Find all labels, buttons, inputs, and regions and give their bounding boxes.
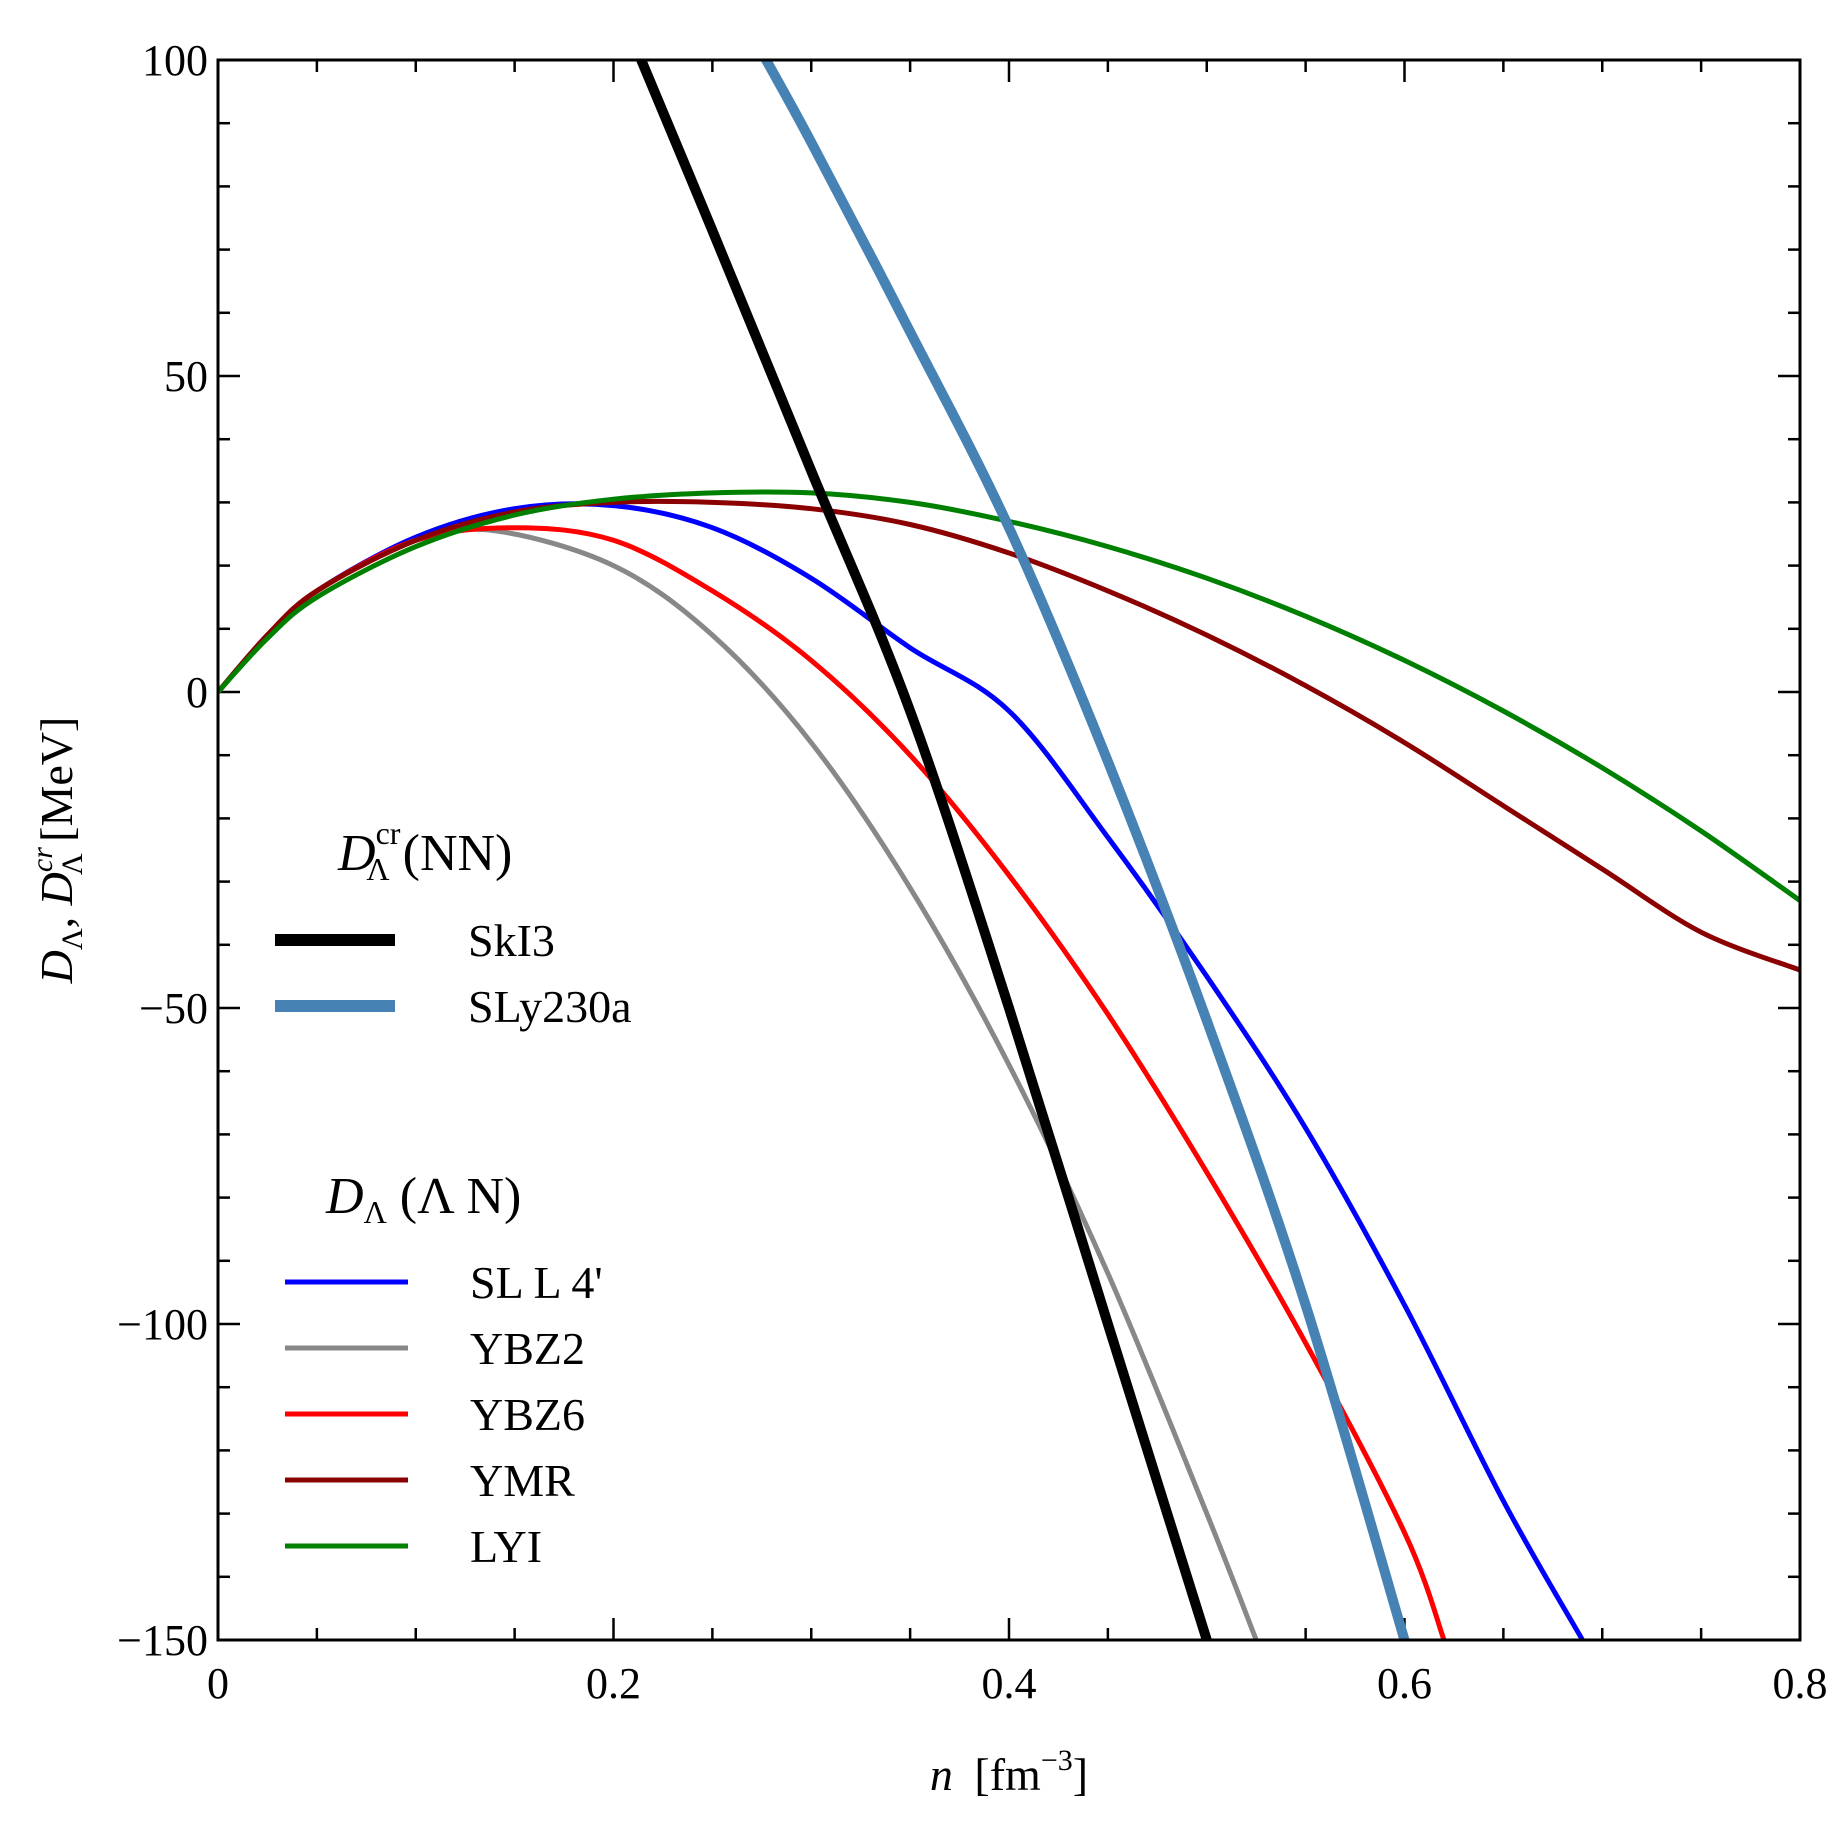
legend-label-sly230a: SLy230a [468, 981, 632, 1032]
legend-group-nn: Dcr Λ (NN) SkI3 SLy230a [275, 815, 632, 1032]
series-line-ski3 [635, 60, 1212, 1640]
series-line-sly230a [760, 60, 1410, 1640]
y-tick-label: −50 [139, 984, 208, 1033]
x-tick-label: 0.8 [1773, 1659, 1828, 1708]
axis-ticks [216, 58, 1802, 1642]
y-axis-label: DΛ, DcrΛ [MeV] [26, 717, 89, 985]
legend-title-nn: Dcr Λ (NN) [337, 815, 512, 887]
series-line-sl-l-4- [218, 501, 1585, 1640]
x-tick-label: 0.2 [586, 1659, 641, 1708]
legend-entries-ln: SL L 4' YBZ2 YBZ6 YMR LYI [285, 1257, 603, 1572]
legend-label-ski3: SkI3 [468, 915, 555, 966]
y-tick-label: 50 [164, 352, 208, 401]
legend-label-ybz2: YBZ2 [470, 1323, 585, 1374]
x-tick-label: 0.6 [1377, 1659, 1432, 1708]
legend-entries-nn: SkI3 SLy230a [275, 915, 632, 1032]
y-tick-label: 100 [142, 36, 208, 85]
series-layer [218, 60, 1800, 1640]
legend-title-ln: DΛ (Λ N) [325, 1168, 521, 1230]
plot-area [218, 60, 1800, 1640]
tick-labels: 0 0.2 0.4 0.6 0.8 100 50 0 −50 −100 −150 [117, 36, 1827, 1708]
legend-label-lyi: LYI [470, 1521, 542, 1572]
series-line-ybz6 [218, 525, 1447, 1640]
legend-label-ybz6: YBZ6 [470, 1389, 585, 1440]
plot-frame [216, 58, 1802, 1642]
y-tick-label: −150 [117, 1616, 208, 1665]
x-tick-label: 0.4 [982, 1659, 1037, 1708]
series-line-lyi [218, 489, 1800, 903]
series-line-ymr [218, 498, 1800, 973]
x-axis-label: n [fm−3] [930, 1744, 1088, 1800]
legend-label-sl-l-4-: SL L 4' [470, 1257, 603, 1308]
series-line-ybz2 [218, 526, 1259, 1640]
x-tick-label: 0 [207, 1659, 229, 1708]
y-tick-label: 0 [186, 668, 208, 717]
legend-label-ymr: YMR [470, 1455, 575, 1506]
y-tick-label: −100 [117, 1300, 208, 1349]
legend-group-ln: DΛ (Λ N) SL L 4' YBZ2 YBZ6 YMR LYI [285, 1168, 603, 1572]
